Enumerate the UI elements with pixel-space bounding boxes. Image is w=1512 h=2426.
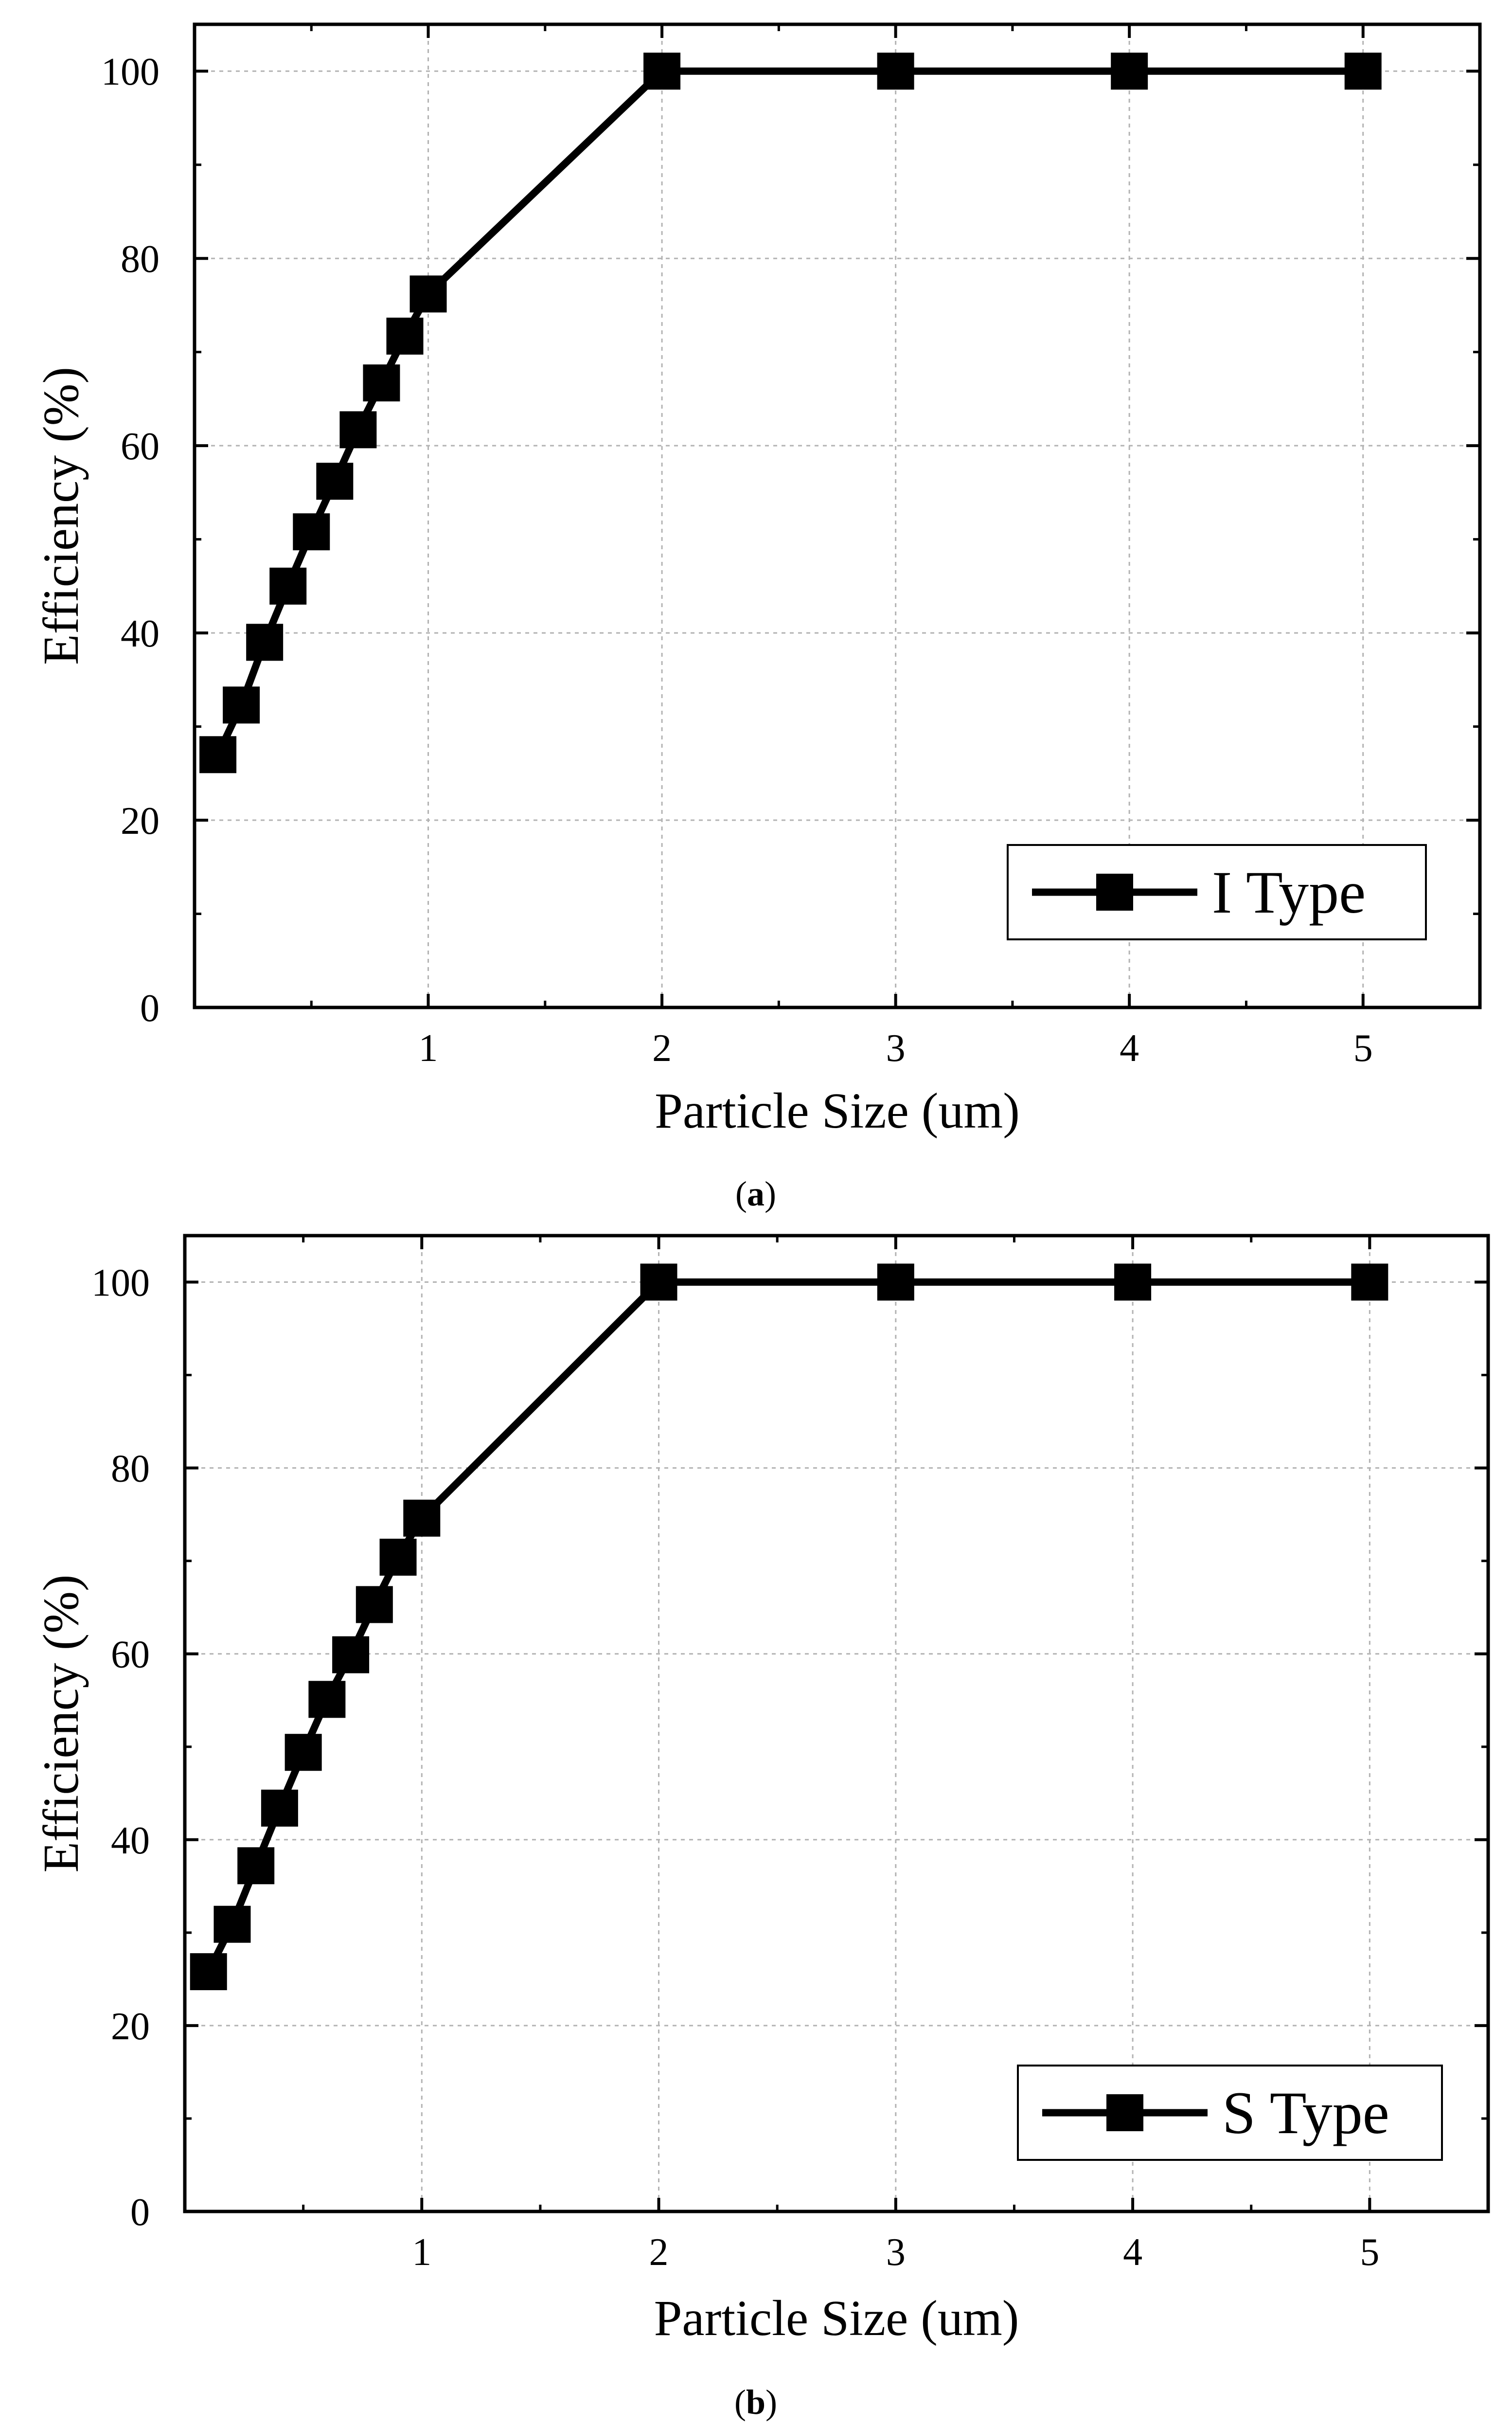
y-tick-label: 20	[111, 2005, 150, 2048]
data-point-marker	[409, 275, 447, 313]
y-tick-label: 100	[101, 51, 160, 93]
x-axis-title: Particle Size (um)	[654, 2290, 1019, 2346]
data-point-marker	[1114, 1263, 1152, 1301]
chart-panel-b: 1 2 3 4 5 0 20 40 60 80 100 Particle Size (um) Effic…	[33, 1234, 1490, 2422]
x-tick-label: 4	[1120, 1027, 1139, 1070]
x-tick-label: 2	[649, 2231, 669, 2274]
data-point-marker	[285, 1734, 322, 1771]
y-tick-label: 100	[91, 1262, 150, 1305]
y-tick-label: 80	[111, 1448, 150, 1491]
y-axis-title: Efficiency (%)	[33, 367, 89, 665]
data-point-marker	[213, 1905, 251, 1943]
data-point-marker	[379, 1539, 417, 1576]
y-tick-label: 0	[140, 987, 160, 1030]
x-tick-label: 1	[412, 2231, 431, 2274]
x-axis-title: Particle Size (um)	[655, 1083, 1020, 1139]
y-tick-label: 60	[111, 1634, 150, 1676]
data-point-marker	[1351, 1263, 1388, 1301]
x-tick-label: 3	[886, 2231, 906, 2274]
legend-marker	[1096, 874, 1133, 911]
y-tick-label: 40	[111, 1819, 150, 1862]
data-point-marker	[293, 513, 330, 551]
x-tick-label: 4	[1123, 2231, 1142, 2274]
x-tick-label: 5	[1360, 2231, 1379, 2274]
data-point-marker	[339, 411, 377, 449]
caption-open-paren: (	[735, 1174, 747, 1213]
data-point-marker	[356, 1586, 393, 1623]
chart-panel-a: 1 2 3 4 5 0 20 40 60 80 100 Particle Size (um) Effic…	[33, 22, 1482, 1213]
data-point-marker	[877, 53, 914, 90]
data-point-marker	[237, 1847, 275, 1885]
data-point-marker	[261, 1789, 298, 1827]
plot-frame	[183, 1234, 1490, 2213]
data-point-marker	[269, 567, 307, 605]
data-point-marker	[1344, 53, 1382, 90]
caption-letter: b	[746, 2383, 765, 2422]
data-point-marker	[363, 364, 400, 402]
data-point-marker	[316, 463, 354, 500]
plot-frame	[193, 22, 1482, 1009]
x-tick-label: 1	[419, 1027, 438, 1070]
data-point-marker	[190, 1953, 227, 1991]
data-point-marker	[308, 1681, 346, 1718]
caption-close-paren: )	[765, 1174, 776, 1213]
x-tick-label: 2	[652, 1027, 672, 1070]
x-tick-label: 5	[1353, 1027, 1373, 1070]
panel-caption: (b)	[734, 2383, 777, 2422]
y-tick-label: 80	[121, 238, 160, 281]
legend-label: I Type	[1212, 859, 1366, 926]
data-point-marker	[403, 1499, 441, 1537]
series-line	[214, 67, 1363, 756]
data-point-marker	[640, 1263, 677, 1301]
panel-caption: (a)	[735, 1174, 776, 1213]
data-point-marker	[1111, 53, 1148, 90]
data-point-marker	[643, 53, 681, 90]
x-tick-label: 3	[886, 1027, 906, 1070]
legend-label: S Type	[1222, 2080, 1389, 2146]
y-tick-label: 20	[121, 800, 160, 843]
data-point-marker	[877, 1263, 914, 1301]
data-point-marker	[332, 1636, 370, 1673]
data-point-marker	[199, 736, 237, 773]
legend-marker	[1106, 2094, 1143, 2131]
y-tick-label: 40	[121, 612, 160, 655]
caption-letter: a	[747, 1174, 765, 1213]
y-tick-label: 60	[121, 425, 160, 468]
series-line	[205, 1278, 1370, 1974]
data-point-marker	[386, 317, 424, 355]
y-tick-label: 0	[130, 2191, 150, 2234]
data-point-marker	[246, 624, 284, 661]
caption-open-paren: (	[734, 2383, 746, 2422]
caption-close-paren: )	[765, 2383, 777, 2422]
data-point-marker	[223, 686, 260, 724]
y-axis-title: Efficiency (%)	[33, 1574, 89, 1872]
